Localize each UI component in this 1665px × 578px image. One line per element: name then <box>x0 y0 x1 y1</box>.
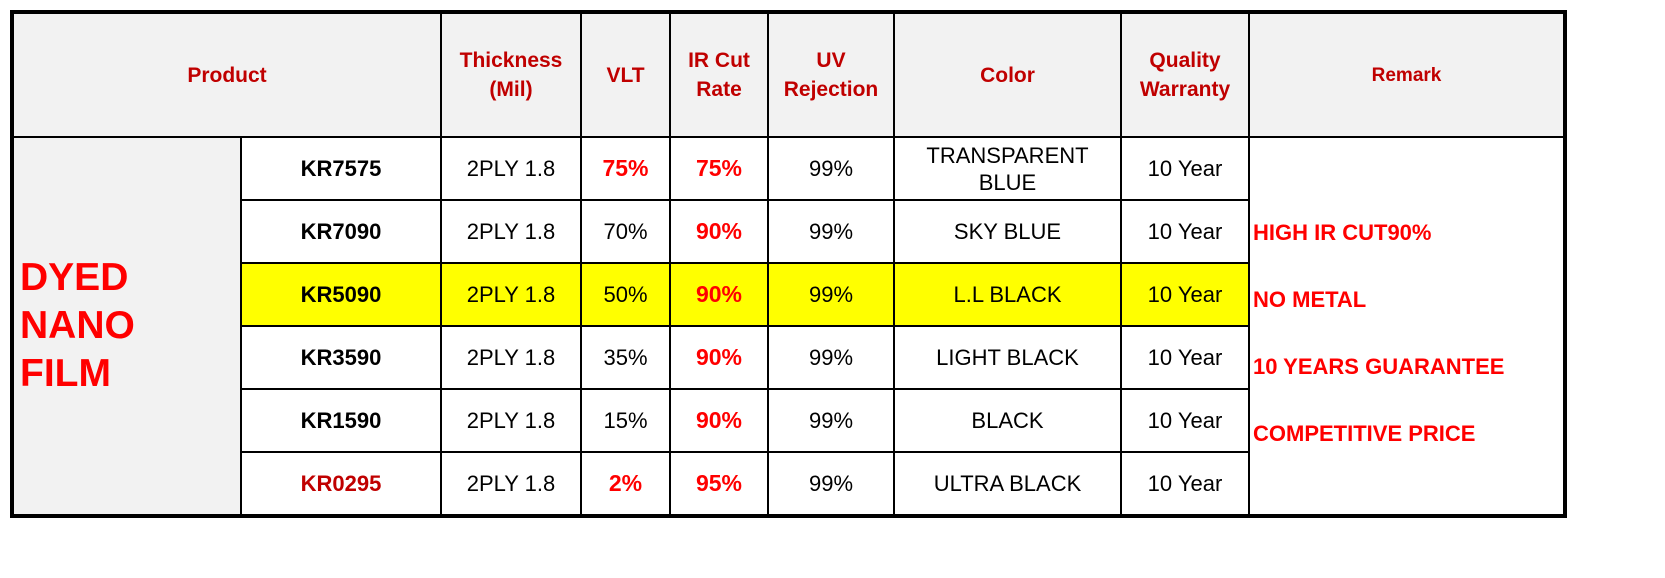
uv-header: UV Rejection <box>767 11 895 138</box>
ir-header-line1: IR Cut <box>688 49 750 72</box>
model-cell: KR7575 <box>240 136 442 201</box>
uv-cell: 99% <box>767 199 895 264</box>
ir-cell: 90% <box>669 199 769 264</box>
thickness-cell: 2PLY 1.8 <box>440 136 582 201</box>
color-cell: L.L BLACK <box>893 262 1122 327</box>
vlt-cell: 15% <box>580 388 671 453</box>
thickness-cell: 2PLY 1.8 <box>440 451 582 517</box>
remark-line: HIGH IR CUT90% <box>1253 220 1432 245</box>
vlt-cell: 35% <box>580 325 671 390</box>
table-row: KR0295 2PLY 1.8 2% 95% 99% ULTRA BLACK 1… <box>12 451 1565 517</box>
remark-cell: HIGH IR CUT90% NO METAL 10 YEARS GUARANT… <box>1248 136 1566 517</box>
ir-header: IR Cut Rate <box>669 11 769 138</box>
table-row: KR7090 2PLY 1.8 70% 90% 99% SKY BLUE 10 … <box>12 199 1565 264</box>
remark-line: COMPETITIVE PRICE <box>1253 421 1476 446</box>
category-line2: NANO <box>20 304 135 347</box>
model-cell: KR5090 <box>240 262 442 327</box>
ir-cell: 90% <box>669 325 769 390</box>
warranty-cell: 10 Year <box>1120 136 1250 201</box>
product-spec-table-wrapper: Product Thickness (Mil) VLT IR Cut Rate UV… <box>10 10 1567 518</box>
vlt-cell: 70% <box>580 199 671 264</box>
warranty-header: Quality Warranty <box>1120 11 1250 138</box>
model-cell: KR7090 <box>240 199 442 264</box>
table-row-highlighted: KR5090 2PLY 1.8 50% 90% 99% L.L BLACK 10… <box>12 262 1565 327</box>
vlt-cell: 2% <box>580 451 671 517</box>
product-spec-table: Product Thickness (Mil) VLT IR Cut Rate UV… <box>10 10 1567 518</box>
warranty-header-line2: Warranty <box>1139 78 1231 101</box>
warranty-cell: 10 Year <box>1120 451 1250 517</box>
remark-header: Remark <box>1248 11 1566 138</box>
uv-cell: 99% <box>767 262 895 327</box>
remark-line: NO METAL <box>1253 287 1367 312</box>
uv-cell: 99% <box>767 325 895 390</box>
warranty-cell: 10 Year <box>1120 388 1250 453</box>
table-row: KR3590 2PLY 1.8 35% 90% 99% LIGHT BLACK … <box>12 325 1565 390</box>
color-header: Color <box>893 11 1122 138</box>
thickness-header-line2: (Mil) <box>489 78 533 101</box>
table-row: DYED NANO FILM KR7575 2PLY 1.8 75% 75% 99%… <box>11 136 1566 517</box>
vlt-cell: 50% <box>580 262 671 327</box>
header-row: Product Thickness (Mil) VLT IR Cut Rate UV… <box>11 11 1566 138</box>
product-header: Product <box>11 11 442 138</box>
thickness-header-line1: Thickness <box>459 49 563 72</box>
category-line3: FILM <box>20 352 111 395</box>
thickness-cell: 2PLY 1.8 <box>440 199 582 264</box>
category-line1: DYED <box>20 256 129 299</box>
color-cell: ULTRA BLACK <box>893 451 1122 517</box>
vlt-cell: 75% <box>580 136 671 201</box>
uv-header-line1: UV <box>816 49 846 72</box>
color-cell: BLACK <box>893 388 1122 453</box>
uv-header-line2: Rejection <box>783 78 879 101</box>
remark-line: 10 YEARS GUARANTEE <box>1253 354 1505 379</box>
thickness-cell: 2PLY 1.8 <box>440 262 582 327</box>
thickness-cell: 2PLY 1.8 <box>440 325 582 390</box>
table-row: KR1590 2PLY 1.8 15% 90% 99% BLACK 10 Yea… <box>12 388 1565 453</box>
warranty-cell: 10 Year <box>1120 262 1250 327</box>
color-cell: SKY BLUE <box>893 199 1122 264</box>
category-cell: DYED NANO FILM <box>11 136 242 517</box>
uv-cell: 99% <box>767 136 895 201</box>
model-cell: KR0295 <box>240 451 442 517</box>
uv-cell: 99% <box>767 388 895 453</box>
ir-cell: 75% <box>669 136 769 201</box>
color-cell: LIGHT BLACK <box>893 325 1122 390</box>
color-cell: TRANSPARENT BLUE <box>893 136 1122 201</box>
remark-spacer <box>1251 139 1563 199</box>
ir-header-line2: Rate <box>696 78 742 101</box>
model-cell: KR1590 <box>240 388 442 453</box>
thickness-header: Thickness (Mil) <box>440 11 582 138</box>
uv-cell: 99% <box>767 451 895 517</box>
model-cell: KR3590 <box>240 325 442 390</box>
vlt-header: VLT <box>580 11 671 138</box>
thickness-cell: 2PLY 1.8 <box>440 388 582 453</box>
warranty-cell: 10 Year <box>1120 199 1250 264</box>
ir-cell: 90% <box>669 262 769 327</box>
warranty-cell: 10 Year <box>1120 325 1250 390</box>
warranty-header-line1: Quality <box>1149 49 1221 72</box>
ir-cell: 95% <box>669 451 769 517</box>
ir-cell: 90% <box>669 388 769 453</box>
